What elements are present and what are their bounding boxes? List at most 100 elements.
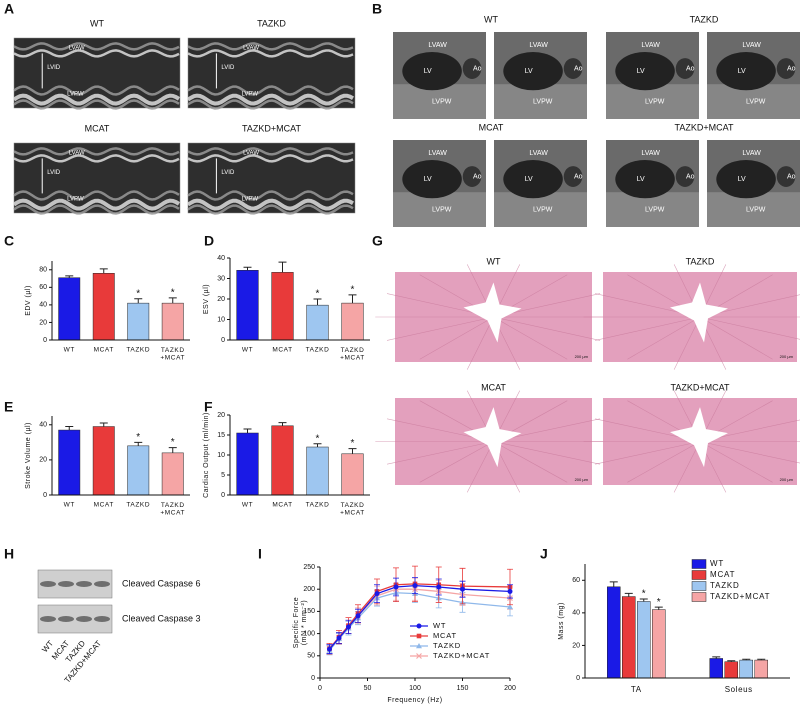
echo-trace: [187, 42, 354, 51]
echo-label: LVAW: [641, 42, 660, 49]
error-bar: [624, 592, 633, 597]
bar: [271, 272, 294, 341]
echo-chamber: [675, 166, 695, 187]
scale-bar-label: 200 µm: [575, 477, 589, 482]
tissue-fiber: [466, 316, 494, 370]
tissue-fiber: [386, 441, 494, 465]
echo-label: LVPW: [645, 98, 665, 105]
panel-letter: C: [4, 233, 14, 249]
y-tick-label: 20: [217, 412, 225, 419]
y-tick-label: 250: [303, 564, 315, 571]
echo-label: LVID: [47, 65, 61, 71]
significance: *: [136, 288, 140, 299]
bar: [127, 302, 150, 341]
echo-label: LVAW: [428, 42, 447, 49]
x-tick-label: MCAT: [272, 347, 292, 354]
echo-trace: [13, 190, 180, 201]
echo-chamber: [462, 166, 482, 187]
y-tick-label: 80: [39, 267, 47, 274]
panel-letter: D: [204, 233, 214, 249]
image-title: WT: [90, 18, 104, 28]
image-title: TAZKD: [690, 14, 719, 24]
x-tick-label: 200: [504, 685, 516, 692]
tissue-fiber: [419, 316, 494, 360]
error-bar: [654, 606, 663, 610]
y-axis-title: Stroke Volume (µl): [25, 422, 32, 489]
x-tick-label: WT: [64, 502, 75, 509]
x-tick-label: TAZKD: [126, 502, 150, 509]
x-tick-label: TAZKD: [126, 347, 150, 354]
error-bar: [712, 656, 721, 659]
bar: [724, 661, 738, 679]
echo-label: LVAW: [69, 150, 85, 156]
echo-trace: [13, 49, 180, 58]
tissue-fiber: [699, 441, 800, 464]
x-tick-label: TAZKD +MCAT: [340, 502, 365, 516]
x-tick-label: TAZKD: [306, 347, 330, 354]
marker: [336, 635, 342, 641]
significance: *: [351, 438, 355, 449]
series-line: [328, 592, 511, 651]
panel-letter: F: [204, 399, 213, 415]
legend-label: MCAT: [433, 631, 457, 640]
error-bar: [65, 426, 74, 431]
echo-noise: [494, 192, 587, 227]
error-bar: [348, 448, 357, 454]
series-line: [329, 584, 511, 650]
echo-label: LVPW: [432, 206, 452, 213]
error-bar: [348, 294, 357, 304]
echo-trace: [13, 147, 180, 156]
tissue-fiber: [673, 441, 701, 493]
echo-label: LV: [637, 176, 645, 183]
echo-label: LV: [424, 68, 432, 75]
marker: [355, 613, 361, 619]
x-tick-label: TAZKD +MCAT: [160, 502, 185, 516]
legend-marker: [416, 623, 422, 629]
marker: [507, 603, 513, 610]
echo-label: LVAW: [641, 150, 660, 157]
echo-trace: [13, 85, 180, 96]
panel-letter: H: [4, 546, 14, 562]
tissue-fiber: [493, 441, 601, 465]
echo-label: LVAW: [69, 45, 85, 51]
y-tick-label: 30: [217, 275, 225, 282]
image-title: TAZKD: [686, 256, 715, 266]
legend-label: WT: [710, 559, 724, 568]
y-tick-label: 0: [221, 492, 225, 499]
marker: [393, 584, 399, 590]
significance: *: [171, 437, 175, 448]
echo-noise: [494, 84, 587, 119]
tissue-fiber: [493, 441, 568, 483]
panel-letter: B: [372, 1, 382, 17]
echo-label: LVPW: [67, 92, 84, 98]
legend-marker: [416, 643, 422, 649]
echo-label: LVID: [221, 170, 235, 176]
x-tick-label: MCAT: [94, 347, 114, 354]
echo-label: Ao: [473, 65, 482, 72]
bar: [58, 429, 81, 496]
lumen: [463, 407, 522, 468]
y-tick-label: 40: [39, 422, 47, 429]
y-tick-label: 10: [217, 316, 225, 323]
bar: [622, 596, 636, 679]
y-tick-label: 0: [311, 675, 315, 682]
y-axis-title: Specific Force(mN * mm⁻²): [293, 597, 308, 648]
echo-trace: [186, 198, 354, 211]
y-tick-label: 40: [217, 255, 225, 262]
echo-trace: [13, 99, 180, 110]
error-bar: [65, 275, 74, 278]
echo-trace: [187, 204, 354, 215]
bar: [161, 452, 184, 496]
error-bar: [313, 443, 322, 447]
y-tick-label: 100: [303, 630, 315, 637]
echo-trace: [187, 147, 354, 156]
echo-noise: [606, 84, 699, 119]
echo-label: LVAW: [529, 42, 548, 49]
scale-bar-label: 200 µm: [575, 354, 589, 359]
echo-label: LV: [738, 176, 746, 183]
echo-chamber: [462, 58, 482, 79]
marker: [327, 646, 332, 652]
significance: *: [136, 432, 140, 443]
lumen: [670, 282, 728, 343]
